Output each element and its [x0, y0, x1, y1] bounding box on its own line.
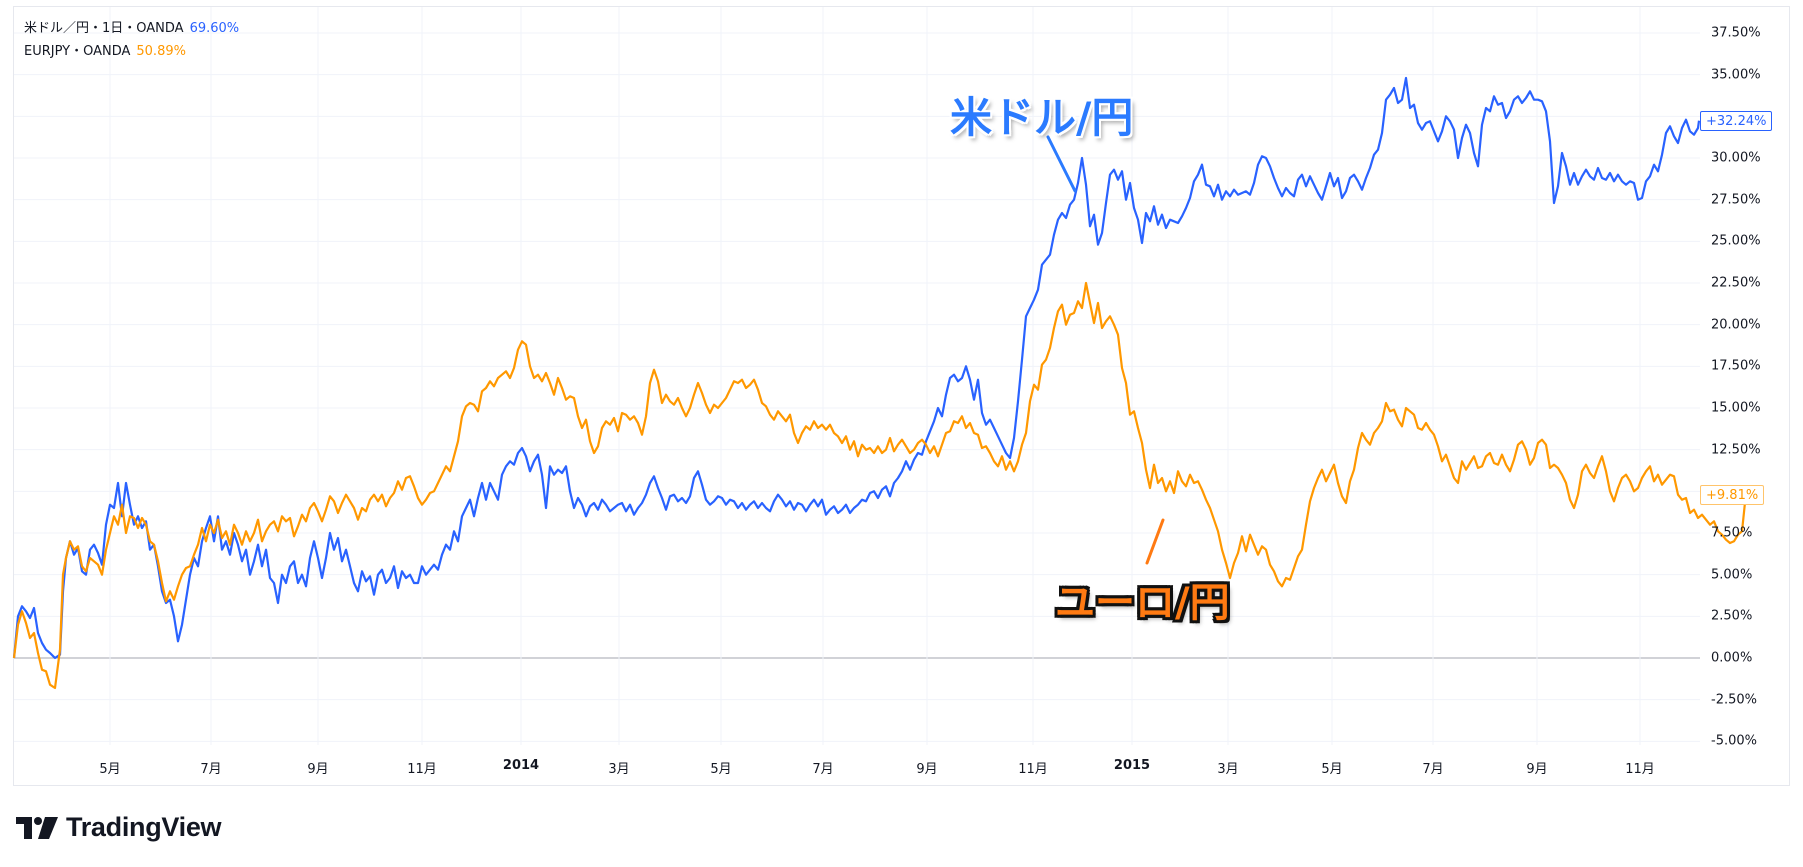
usdjpy-last-value-tag: +32.24% — [1700, 110, 1773, 131]
price-scale-label: 7.50% — [1711, 525, 1753, 541]
price-scale-label: 0.00% — [1711, 650, 1753, 666]
time-scale-month-label: 5月 — [99, 762, 121, 777]
legend-eurjpy-value: 50.89% — [136, 44, 186, 59]
time-scale-month-label: 9月 — [307, 762, 329, 777]
time-scale-year-label: 2014 — [502, 758, 540, 773]
tradingview-logo[interactable]: TradingView — [16, 812, 222, 843]
legend-eurjpy-name: EURJPY・OANDA — [24, 44, 131, 59]
price-scale-label: 15.00% — [1711, 400, 1761, 416]
price-scale-label: 12.50% — [1711, 442, 1761, 458]
time-scale-month-label: 3月 — [608, 762, 630, 777]
price-scale-label: -2.50% — [1711, 692, 1757, 708]
price-scale-label: 20.00% — [1711, 317, 1761, 333]
price-scale-label: 27.50% — [1711, 192, 1761, 208]
legend-usdjpy-name: 米ドル／円・1日・OANDA — [24, 21, 184, 36]
legend-row-eurjpy[interactable]: EURJPY・OANDA 50.89% — [24, 40, 239, 63]
time-scale-month-label: 11月 — [407, 762, 437, 777]
eurjpy-annotation-label: ユーロ/円 — [1055, 580, 1230, 626]
eurjpy-last-value-tag: +9.81% — [1700, 484, 1765, 505]
price-scale-label: 30.00% — [1711, 150, 1761, 166]
usdjpy-line[interactable] — [12, 76, 1701, 660]
tradingview-logo-icon — [16, 816, 58, 839]
time-scale-year-label: 2015 — [1113, 758, 1151, 773]
eurjpy-annotation-pointer — [1145, 518, 1165, 565]
usdjpy-annotation-label: 米ドル/円 — [950, 93, 1134, 142]
eurjpy-line[interactable] — [12, 281, 1751, 690]
chart-legend: 米ドル／円・1日・OANDA 69.60% EURJPY・OANDA 50.89% — [24, 17, 239, 63]
time-scale-month-label: 9月 — [1526, 762, 1548, 777]
legend-usdjpy-value: 69.60% — [189, 21, 240, 36]
time-scale-month-label: 5月 — [710, 762, 732, 777]
price-scale-label: -5.00% — [1711, 733, 1757, 749]
price-scale-label: 37.50% — [1711, 25, 1761, 41]
legend-row-usdjpy[interactable]: 米ドル／円・1日・OANDA 69.60% — [24, 17, 239, 40]
price-scale-label: 25.00% — [1711, 233, 1761, 249]
price-scale-label: 35.00% — [1711, 67, 1761, 83]
time-scale-month-label: 11月 — [1018, 762, 1048, 777]
time-scale-month-label: 9月 — [916, 762, 938, 777]
price-scale-label: 5.00% — [1711, 567, 1753, 583]
price-scale-label: 22.50% — [1711, 275, 1761, 291]
tradingview-logo-text: TradingView — [66, 812, 222, 842]
usdjpy-annotation-pointer — [1046, 135, 1077, 193]
time-scale-month-label: 5月 — [1321, 762, 1343, 777]
chart-frame — [13, 6, 1790, 786]
time-scale-month-label: 7月 — [200, 762, 222, 777]
price-scale-label: 17.50% — [1711, 358, 1761, 374]
time-scale-month-label: 3月 — [1217, 762, 1239, 777]
time-scale-month-label: 11月 — [1625, 762, 1655, 777]
time-scale-month-label: 7月 — [812, 762, 834, 777]
price-scale-label: 2.50% — [1711, 608, 1753, 624]
time-scale-month-label: 7月 — [1422, 762, 1444, 777]
